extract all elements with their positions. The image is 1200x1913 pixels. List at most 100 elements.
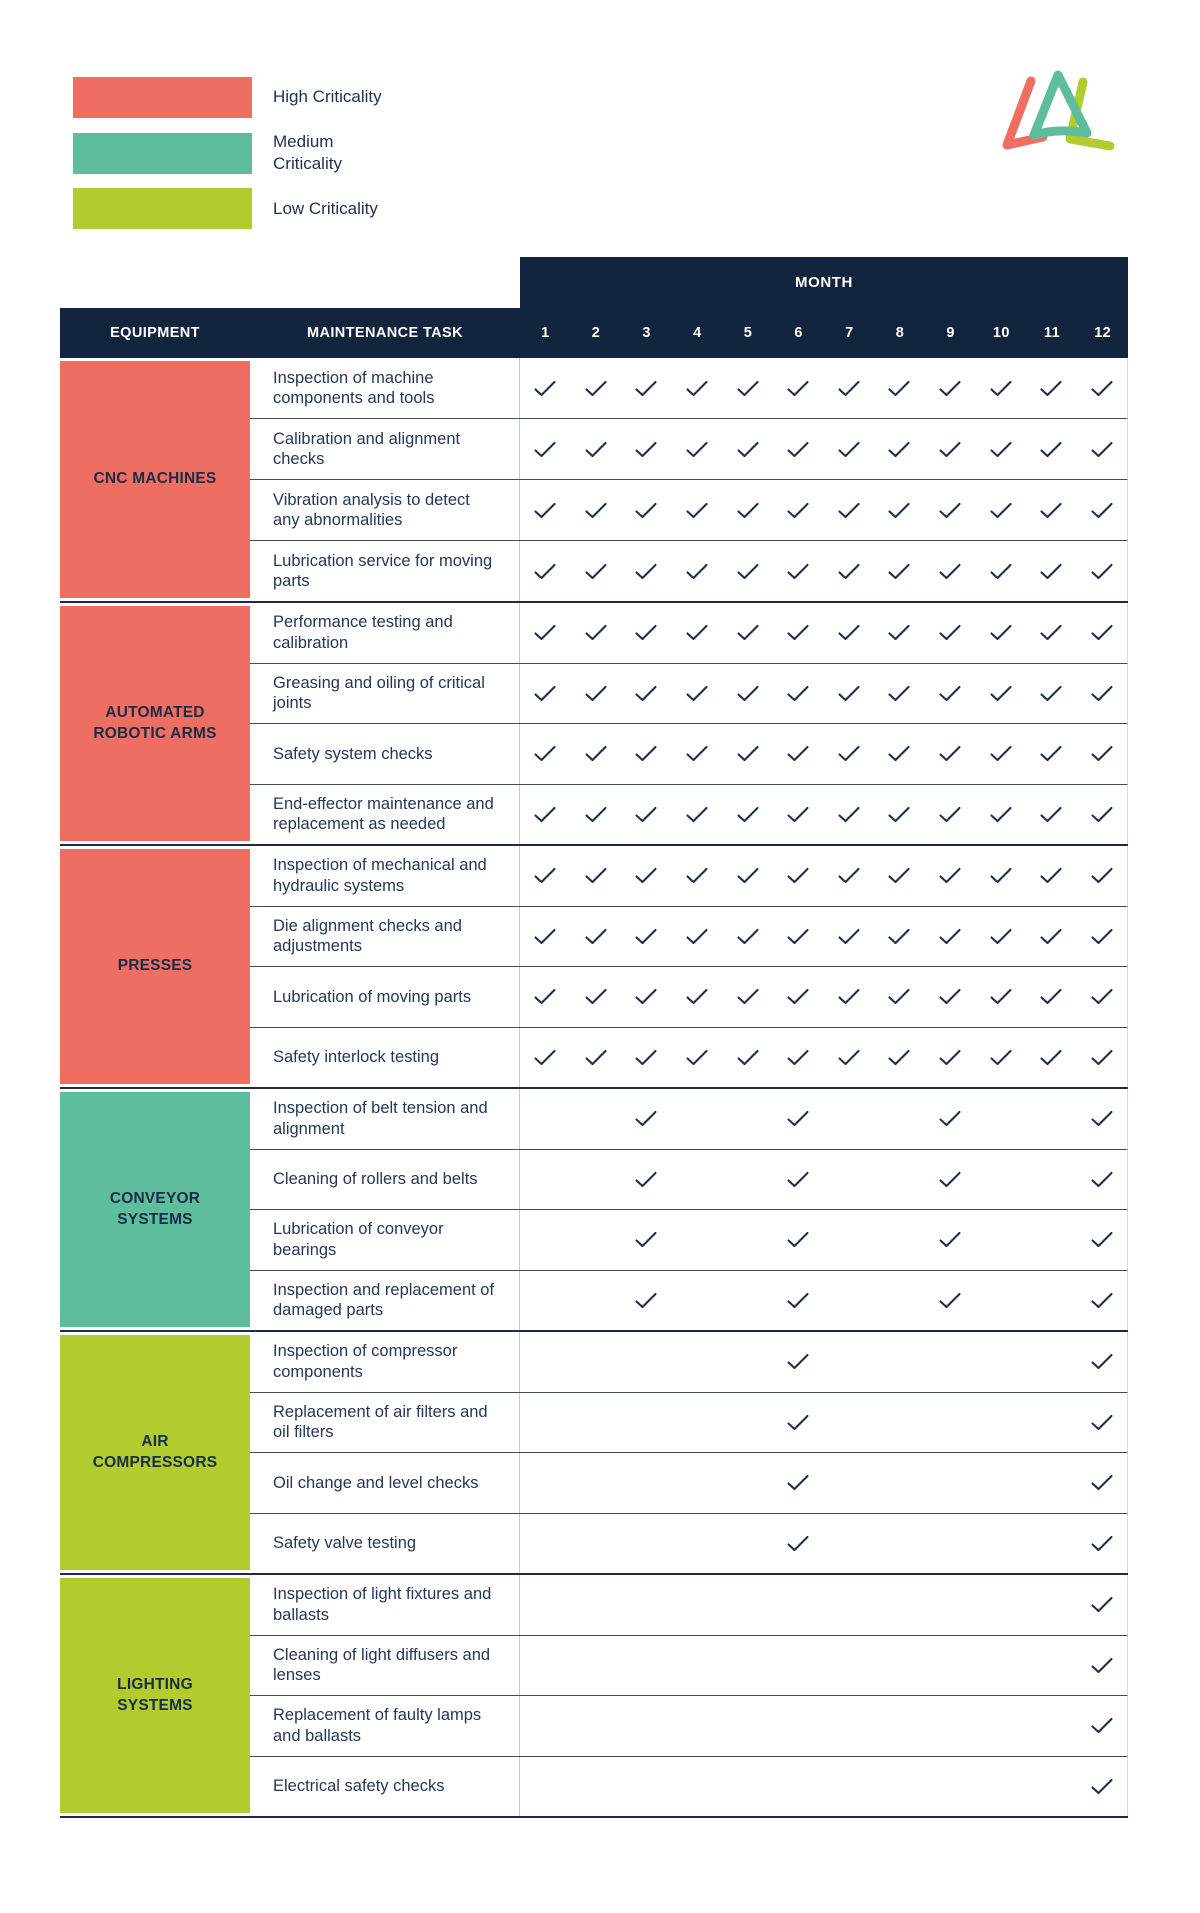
- legend-item-medium: Medium Criticality: [73, 131, 395, 175]
- task-label: Safety interlock testing: [250, 1027, 520, 1087]
- month-cell-9: [925, 1089, 976, 1149]
- legend-item-high: High Criticality: [73, 77, 395, 118]
- month-cell-1: [520, 480, 571, 540]
- check-icon: [838, 625, 860, 641]
- month-cell-2: [571, 419, 622, 479]
- month-cell-10: [975, 419, 1026, 479]
- month-cell-9: [925, 907, 976, 967]
- month-cell-9: [925, 480, 976, 540]
- check-icon: [534, 563, 556, 579]
- month-cell-7: [823, 1636, 874, 1696]
- check-icon: [686, 563, 708, 579]
- task-label-text: Lubrication of moving parts: [273, 987, 472, 1006]
- task-label: Inspection of mechanical and hydraulic s…: [250, 846, 520, 906]
- equipment-section-low: AIR COMPRESSORS Inspection of compressor …: [60, 1330, 1128, 1573]
- month-header-5: 5: [743, 325, 753, 341]
- month-cell-10: [975, 846, 1026, 906]
- check-icon: [686, 1049, 708, 1065]
- task-label-text: Greasing and oiling of critical joints: [273, 673, 485, 713]
- month-cell-1: [520, 664, 571, 724]
- month-cell-1: [520, 541, 571, 601]
- month-cell-9: [925, 1514, 976, 1574]
- task-label: Vibration analysis to detect any abnorma…: [250, 480, 520, 540]
- company-logo: [998, 58, 1120, 163]
- month-cell-5: [722, 1514, 773, 1574]
- month-cell-6: [773, 724, 824, 784]
- task-label-text: Inspection of mechanical and hydraulic s…: [273, 856, 487, 895]
- month-cell-11: [1026, 1028, 1077, 1088]
- check-icon: [838, 685, 860, 701]
- month-cell-1: [520, 967, 571, 1027]
- check-icon: [989, 868, 1012, 884]
- month-cell-7: [823, 358, 874, 418]
- check-icon: [1040, 806, 1062, 822]
- check-icon: [1091, 1414, 1113, 1430]
- task-label: Inspection of machine components and too…: [250, 358, 520, 418]
- month-cell-8: [874, 1575, 925, 1635]
- month-cell-7: [823, 967, 874, 1027]
- month-cell-2: [571, 1271, 622, 1331]
- check-icon: [787, 1354, 809, 1370]
- month-cell-4: [672, 1575, 723, 1635]
- month-cell-2: [571, 967, 622, 1027]
- month-cell-1: [520, 1453, 571, 1513]
- task-label: Die alignment checks and adjustments: [250, 906, 520, 966]
- month-cell-2: [571, 1332, 622, 1392]
- check-icon: [1040, 1049, 1062, 1065]
- month-cell-9: [925, 724, 976, 784]
- month-cell-1: [520, 1636, 571, 1696]
- month-cell-5: [722, 846, 773, 906]
- month-cell-9: [925, 1150, 976, 1210]
- month-cell-9: [925, 785, 976, 845]
- month-cell-4: [672, 967, 723, 1027]
- month-cell-3: [621, 846, 672, 906]
- month-cell-7: [823, 1514, 874, 1574]
- month-cell-11: [1026, 1393, 1077, 1453]
- task-label-text: Lubrication of conveyor bearings: [273, 1220, 444, 1259]
- check-icon: [888, 502, 910, 518]
- month-cell-12: [1076, 846, 1127, 906]
- month-header-9: 9: [946, 325, 955, 341]
- month-cell-3: [621, 541, 672, 601]
- month-cell-3: [621, 785, 672, 845]
- check-icon: [1091, 441, 1113, 457]
- legend-label: Low Criticality: [273, 198, 378, 218]
- month-cell-9: [925, 1696, 976, 1756]
- month-cell-11: [1026, 358, 1077, 418]
- check-icon: [888, 685, 910, 701]
- month-cell-2: [571, 846, 622, 906]
- check-icon: [939, 380, 961, 396]
- check-icon: [534, 625, 556, 641]
- month-cell-2: [571, 358, 622, 418]
- month-cell-3: [621, 1332, 672, 1392]
- month-cell-12: [1076, 1636, 1127, 1696]
- month-cell-12: [1076, 603, 1127, 663]
- month-cell-3: [621, 1028, 672, 1088]
- check-icon: [1091, 1049, 1113, 1065]
- task-row: Performance testing and calibration: [250, 603, 1128, 663]
- month-cell-5: [722, 1575, 773, 1635]
- check-icon: [989, 928, 1012, 944]
- month-cell-10: [975, 1453, 1026, 1513]
- task-column-header: MAINTENANCE TASK: [307, 325, 463, 341]
- month-cell-3: [621, 1575, 672, 1635]
- month-cell-10: [975, 1514, 1026, 1574]
- check-icon: [989, 806, 1012, 822]
- month-cell-3: [621, 907, 672, 967]
- check-icon: [787, 1111, 809, 1127]
- month-cell-2: [571, 603, 622, 663]
- check-icon: [585, 625, 607, 641]
- month-cell-7: [823, 419, 874, 479]
- month-cell-12: [1076, 907, 1127, 967]
- month-cell-4: [672, 664, 723, 724]
- month-cell-6: [773, 419, 824, 479]
- month-cell-7: [823, 1271, 874, 1331]
- month-cell-11: [1026, 1696, 1077, 1756]
- check-icon: [585, 928, 607, 944]
- check-icon: [737, 563, 759, 579]
- task-row: Replacement of faulty lamps and ballasts: [250, 1695, 1128, 1756]
- month-cell-9: [925, 419, 976, 479]
- month-cell-5: [722, 785, 773, 845]
- month-cell-5: [722, 1028, 773, 1088]
- month-cell-6: [773, 1089, 824, 1149]
